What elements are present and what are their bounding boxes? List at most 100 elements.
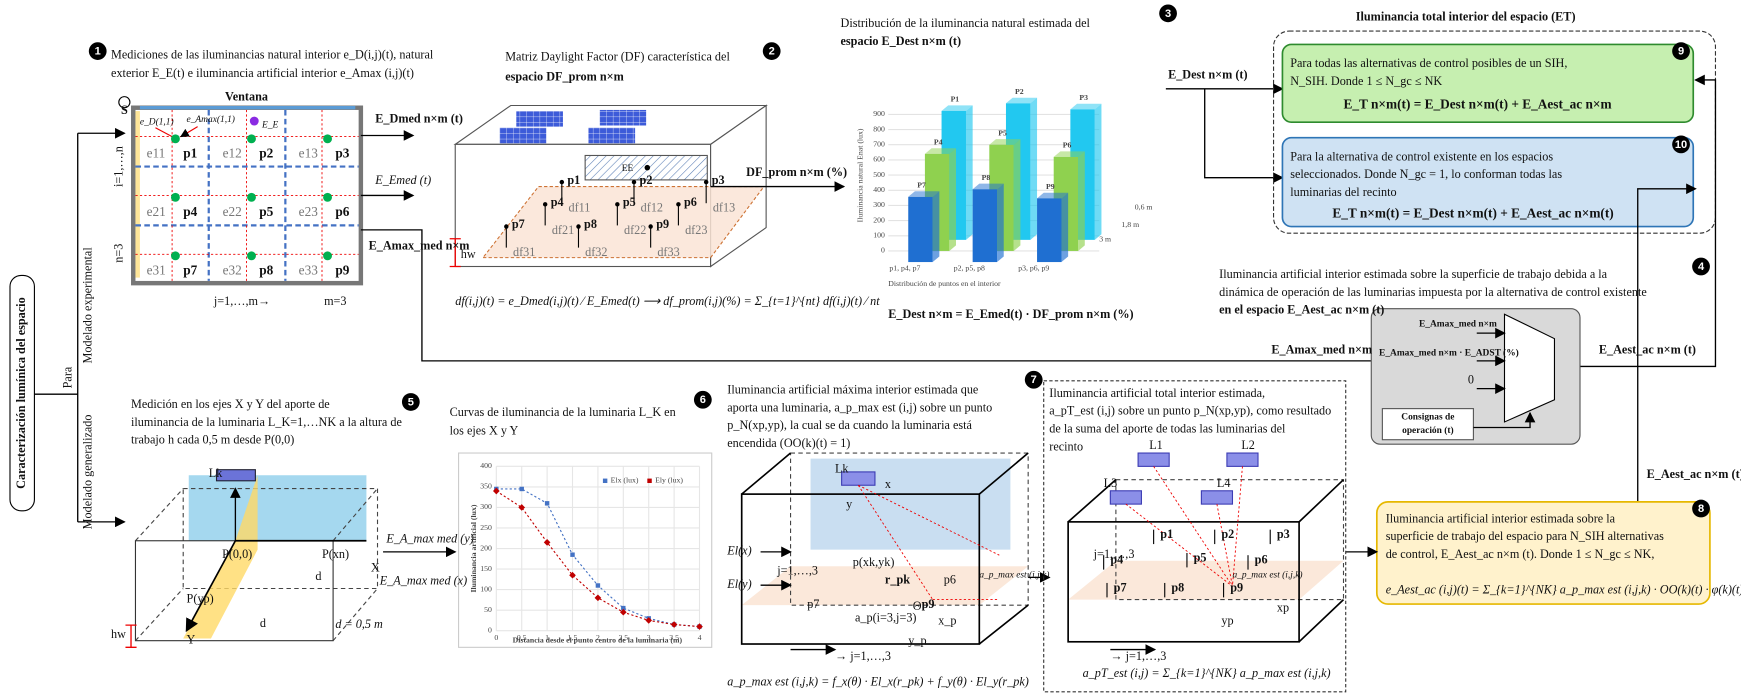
bar-side <box>1061 193 1068 262</box>
point-label: p4 <box>183 204 197 219</box>
y-tick-label: 200 <box>480 543 492 552</box>
side-label: Caracterización lumínica del espacio <box>14 297 28 488</box>
input-label: 0 <box>1468 373 1474 387</box>
point-label: p1 <box>1160 527 1173 541</box>
point-label: p2 <box>1221 527 1234 541</box>
bar-label: P4 <box>934 138 943 147</box>
output-label: E_A_max med (y) <box>385 531 473 545</box>
setpoint-label: operación (t) <box>1402 425 1454 436</box>
branch-label: Modelado experimental <box>81 247 95 364</box>
input-label: El(y) <box>726 577 751 591</box>
section-title: Iluminancia total interior del espacio (… <box>1356 10 1576 24</box>
badge-number: 7 <box>1031 374 1037 386</box>
y-tick-label: 0 <box>488 625 492 634</box>
figure-label: → j=1,…,3 <box>835 649 891 663</box>
y-tick-label: 100 <box>480 584 492 593</box>
formula: df(i,j)(t) = e_Dmed(i,j)(t) ⁄ E_Emed(t) … <box>455 294 880 308</box>
badge-number: 2 <box>769 46 775 58</box>
point-label: p8 <box>259 262 273 277</box>
chart-title: Curvas de iluminancia de la luminaria L_… <box>450 405 676 419</box>
pin-head <box>648 224 652 228</box>
figure-label: yp <box>1221 614 1233 628</box>
figure-label: Y <box>187 632 196 646</box>
badge-number: 5 <box>408 396 414 408</box>
y-axis-label: Iluminancia artificial (lux) <box>469 504 478 592</box>
cell-label: e21 <box>147 204 166 219</box>
legend-label: Ely (lux) <box>655 476 683 485</box>
setpoint-label: Consignas de <box>1401 413 1454 423</box>
marker-label: e_D(1,1) <box>140 116 174 127</box>
df-label: df21 <box>552 223 574 237</box>
pin-head <box>704 180 708 184</box>
output-label: E_Aest_ac n×m (t) <box>1599 343 1696 357</box>
sensor <box>247 193 256 202</box>
sensor <box>247 134 256 143</box>
y-tick-label: 600 <box>873 155 885 164</box>
point-label: p4 <box>551 195 564 209</box>
output-label: E_Dmed n×m (t) <box>375 112 463 126</box>
point-label: p3 <box>1277 527 1290 541</box>
y-tick-label: 100 <box>873 231 885 240</box>
point-label: p6 <box>335 204 349 219</box>
cell-label: e11 <box>147 145 166 160</box>
df-label: df12 <box>641 201 663 215</box>
chart-title: espacio E_Dest n×m (t) <box>841 34 962 48</box>
marker-label: E_E <box>261 121 278 131</box>
bar <box>908 197 932 262</box>
figure-label: a_p(i=3,j=3) <box>855 610 917 624</box>
point-label: p5 <box>259 204 273 219</box>
formula: e_Aest_ac (i,j)(t) = Σ_{k=1}^{NK} a_p_ma… <box>1386 583 1741 597</box>
figure-label: P(0,0) <box>222 547 252 561</box>
bar-label: P1 <box>951 95 960 104</box>
df-label: df22 <box>624 223 646 237</box>
output-label: a_p_max est (i,j,k) <box>1232 569 1302 580</box>
point-label: p7 <box>183 262 197 277</box>
figure-label: Lk <box>209 466 223 480</box>
point <box>545 501 549 505</box>
cell-label: e31 <box>147 262 166 277</box>
bar-side <box>1078 151 1085 251</box>
panel-title: Matriz Daylight Factor (DF) característi… <box>505 50 730 64</box>
y-tick-label: 700 <box>873 140 885 149</box>
df-label: df11 <box>568 201 590 215</box>
figure-label: x <box>885 477 891 491</box>
point-label: p1 <box>183 145 197 160</box>
bar-side <box>1095 104 1102 240</box>
figure-label: P(xn) <box>322 547 349 561</box>
point <box>570 552 574 556</box>
pin-head <box>560 180 564 184</box>
diagram: {"side_label":"Caracterización lumínica … <box>0 0 1741 694</box>
pin-head <box>576 224 580 228</box>
panel-text: Iluminancia artificial total interior es… <box>1049 386 1265 400</box>
legend-swatch <box>603 479 607 483</box>
depth-label: 0,6 m <box>1135 202 1153 211</box>
axis-label: i=1,…,n <box>112 146 126 187</box>
input-label: E_Amax_med n×m <box>1419 319 1497 329</box>
bar-side <box>997 184 1004 262</box>
axis-label: m=3 <box>324 294 346 308</box>
bar-label: P9 <box>1046 182 1055 191</box>
figure-label: x_p <box>938 614 956 628</box>
bar-label: P7 <box>917 180 926 189</box>
bar-label: P6 <box>1063 141 1072 150</box>
figure-label: y <box>846 497 853 511</box>
figure-label: → j=1,…,3 <box>1110 649 1166 663</box>
legend-swatch <box>647 479 651 483</box>
cell-label: e13 <box>299 145 319 160</box>
y-axis-label: Iluminancia natural Enat (lux) <box>855 128 864 222</box>
figure-label: p6 <box>944 573 956 587</box>
panel-text: iluminancia de la luminaria L_K=1,…NK a … <box>131 415 402 429</box>
badge-number: 10 <box>1675 139 1687 151</box>
badge-number: 4 <box>1698 261 1705 273</box>
y-tick-label: 350 <box>480 482 492 491</box>
point-label: p6 <box>684 195 697 209</box>
point-label: p7 <box>1114 580 1127 594</box>
point-label: p3 <box>712 173 725 187</box>
box-text: N_SIH. Donde 1 ≤ N_gc ≤ NK <box>1290 74 1442 88</box>
point-label: p9 <box>335 262 349 277</box>
y-tick-label: 300 <box>873 200 885 209</box>
sensor <box>323 251 332 260</box>
formula: E_Dest n×m = E_Emed(t) · DF_prom n×m (%) <box>888 307 1133 321</box>
badge-number: 1 <box>95 46 101 58</box>
y-tick-label: 900 <box>873 109 885 118</box>
